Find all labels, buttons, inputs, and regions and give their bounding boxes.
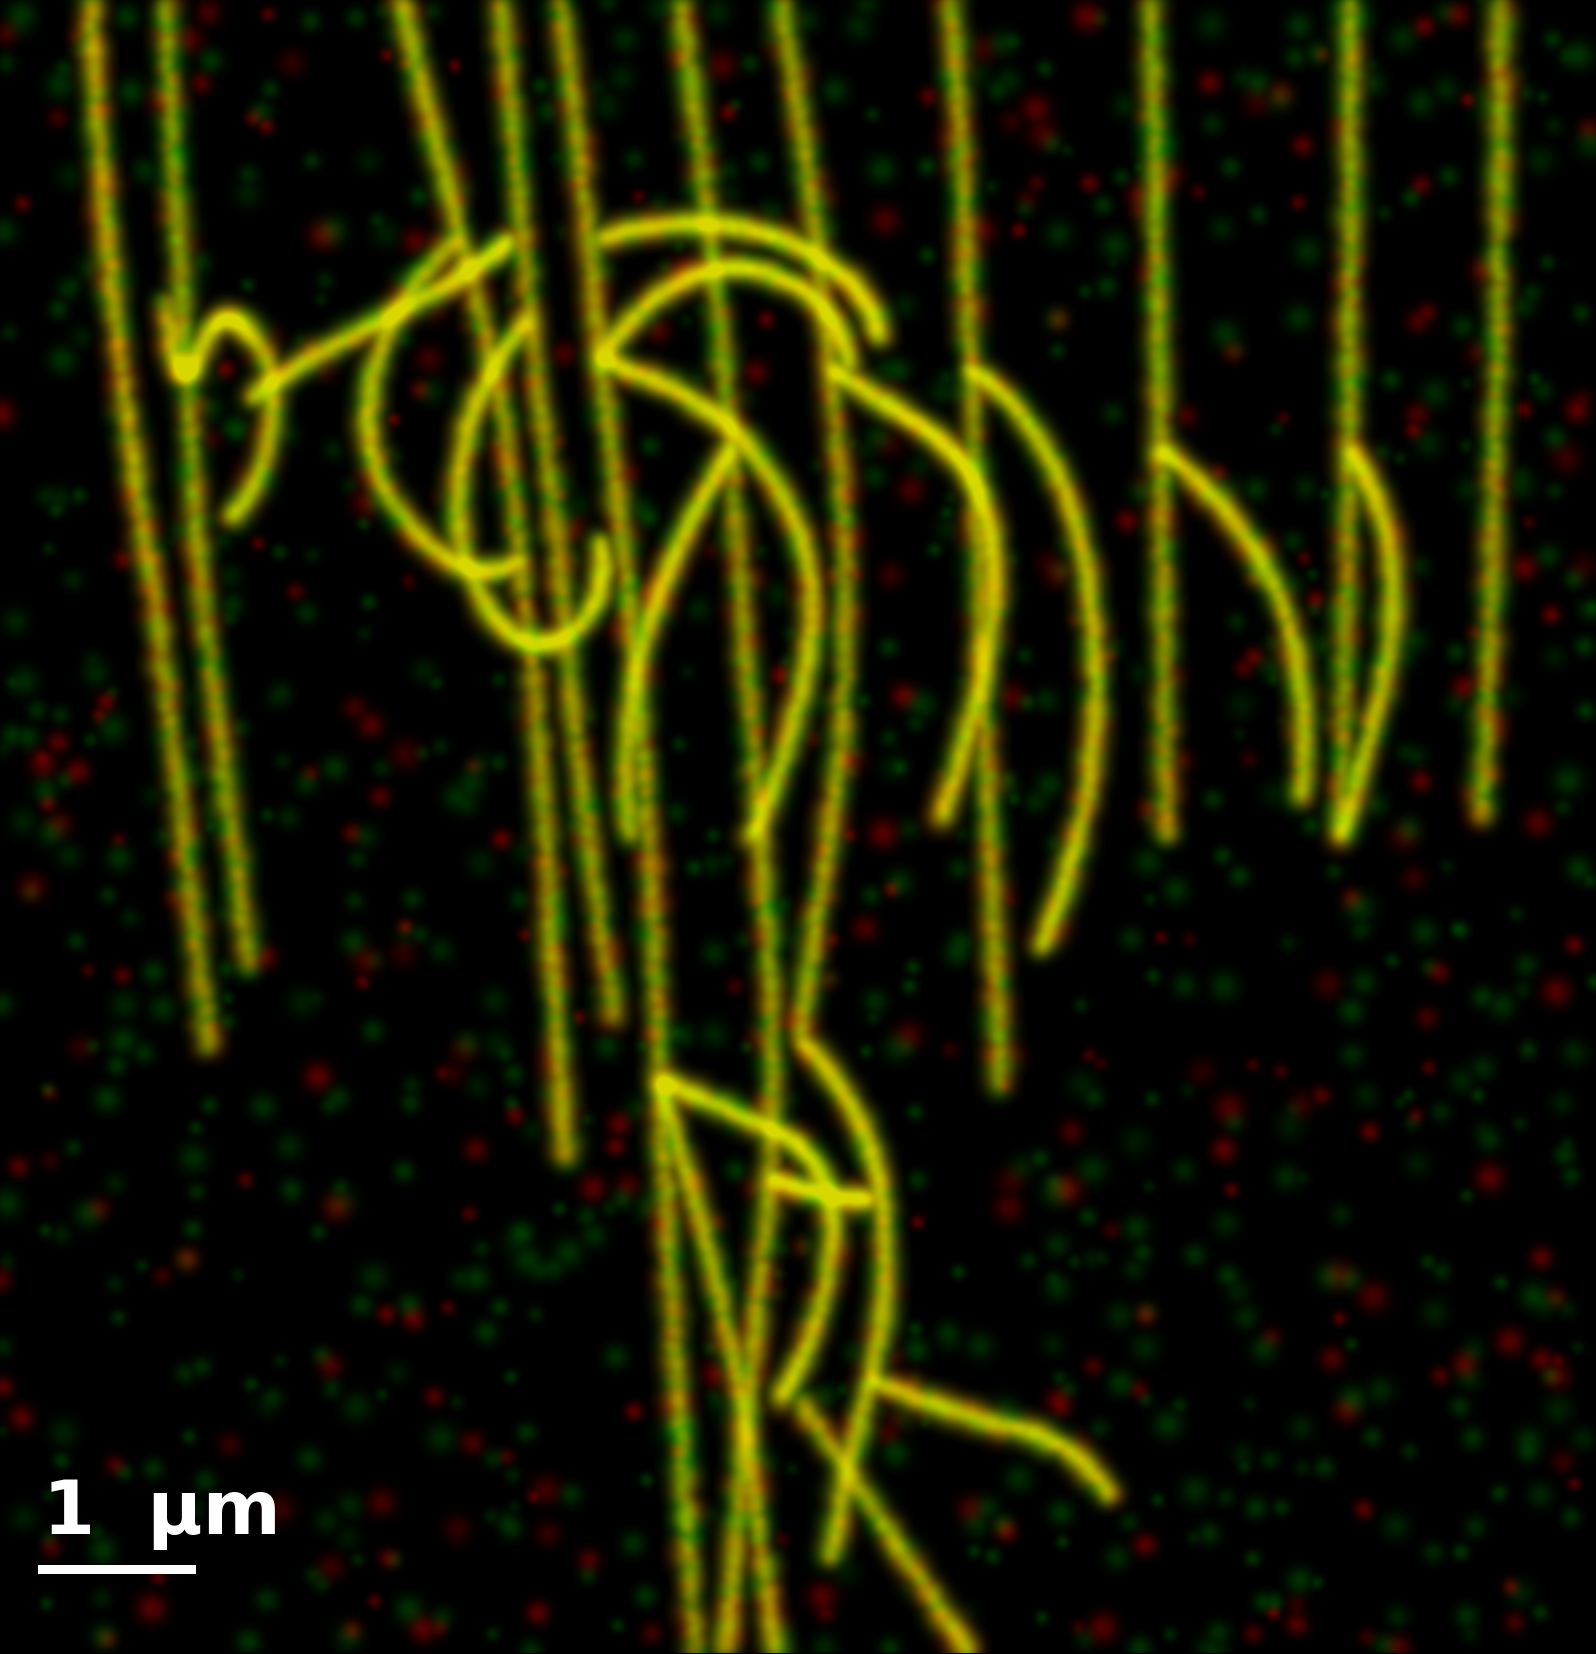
Text: 1  μm: 1 μm <box>43 1477 281 1550</box>
FancyBboxPatch shape <box>38 1565 196 1575</box>
